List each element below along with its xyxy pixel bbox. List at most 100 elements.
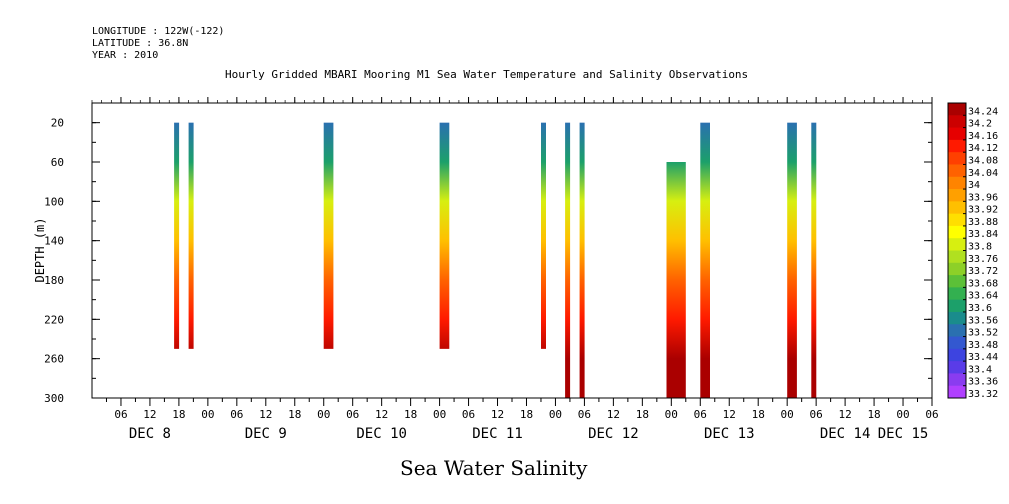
x-hour-tick-label: 06 bbox=[578, 408, 591, 421]
colorbar-swatch bbox=[948, 275, 966, 288]
x-day-label: DEC 9 bbox=[245, 426, 287, 442]
colorbar-label: 33.8 bbox=[968, 242, 992, 253]
colorbar-swatch bbox=[948, 164, 966, 178]
colorbar-swatch bbox=[948, 115, 966, 129]
colorbar-swatch bbox=[948, 176, 966, 190]
x-hour-tick-label: 00 bbox=[201, 408, 214, 421]
x-hour-tick-label: 06 bbox=[694, 408, 707, 421]
x-hour-tick-label: 18 bbox=[752, 408, 765, 421]
x-day-label: DEC 13 bbox=[704, 426, 755, 442]
y-tick-label: 100 bbox=[44, 195, 64, 208]
colorbar-swatch bbox=[948, 103, 966, 116]
colorbar-swatch bbox=[948, 238, 966, 251]
x-day-label: DEC 12 bbox=[588, 426, 639, 442]
colorbar-label: 34 bbox=[968, 180, 980, 191]
x-hour-tick-label: 00 bbox=[317, 408, 330, 421]
data-column-10 bbox=[787, 122, 797, 398]
colorbar-label: 33.84 bbox=[968, 229, 998, 240]
data-column-5 bbox=[541, 122, 546, 349]
colorbar-swatch bbox=[948, 139, 966, 153]
colorbar-label: 34.2 bbox=[968, 119, 992, 130]
colorbar-swatch bbox=[948, 361, 966, 374]
y-tick-label: 260 bbox=[44, 353, 64, 366]
x-day-label: DEC 8 bbox=[129, 426, 171, 442]
x-hour-tick-label: 12 bbox=[375, 408, 388, 421]
x-hour-tick-label: 06 bbox=[346, 408, 359, 421]
x-hour-tick-label: 06 bbox=[114, 408, 127, 421]
x-hour-tick-label: 12 bbox=[143, 408, 156, 421]
y-tick-label: 20 bbox=[51, 117, 64, 130]
colorbar-label: 34.24 bbox=[968, 106, 998, 117]
x-hour-tick-label: 12 bbox=[259, 408, 272, 421]
x-hour-tick-label: 18 bbox=[867, 408, 880, 421]
colorbar-label: 34.16 bbox=[968, 131, 998, 142]
colorbar-label: 34.08 bbox=[968, 156, 998, 167]
colorbar-label: 33.76 bbox=[968, 254, 998, 265]
latitude-label: LATITUDE : 36.8N bbox=[92, 38, 189, 49]
x-hour-tick-label: 18 bbox=[288, 408, 301, 421]
colorbar-label: 33.72 bbox=[968, 266, 998, 277]
x-hour-tick-label: 18 bbox=[172, 408, 185, 421]
y-axis-label: DEPTH (m) bbox=[33, 217, 47, 282]
chart-title: Hourly Gridded MBARI Mooring M1 Sea Wate… bbox=[225, 68, 749, 81]
data-column-7 bbox=[579, 122, 585, 398]
colorbar-label: 33.6 bbox=[968, 303, 992, 314]
x-hour-tick-label: 00 bbox=[781, 408, 794, 421]
colorbar-label: 33.32 bbox=[968, 389, 998, 400]
data-column-9 bbox=[700, 122, 710, 398]
x-hour-tick-label: 12 bbox=[491, 408, 504, 421]
colorbar-swatch bbox=[948, 299, 966, 313]
colorbar-swatch bbox=[948, 385, 966, 399]
plot-frame bbox=[91, 102, 933, 399]
y-tick-label: 60 bbox=[51, 156, 64, 169]
y-tick-label: 180 bbox=[44, 274, 64, 287]
x-hour-tick-label: 00 bbox=[665, 408, 678, 421]
year-label: YEAR : 2010 bbox=[92, 50, 159, 61]
colorbar-label: 33.64 bbox=[968, 291, 998, 302]
x-hour-tick-label: 00 bbox=[896, 408, 909, 421]
colorbar-swatch bbox=[948, 250, 966, 264]
colorbar-label: 33.52 bbox=[968, 328, 998, 339]
x-hour-tick-label: 12 bbox=[607, 408, 620, 421]
x-hour-tick-label: 06 bbox=[230, 408, 243, 421]
x-hour-tick-label: 00 bbox=[549, 408, 562, 421]
colorbar-swatch bbox=[948, 152, 966, 165]
x-hour-tick-label: 06 bbox=[462, 408, 475, 421]
colorbar-label: 33.56 bbox=[968, 315, 998, 326]
longitude-label: LONGITUDE : 122W(-122) bbox=[92, 26, 225, 37]
data-column-8 bbox=[666, 162, 686, 398]
colorbar-swatch bbox=[948, 373, 966, 387]
x-hour-tick-label: 18 bbox=[636, 408, 649, 421]
colorbar-swatch bbox=[948, 311, 966, 325]
colorbar-swatch bbox=[948, 287, 966, 301]
colorbar-swatch bbox=[948, 189, 966, 202]
colorbar-label: 34.04 bbox=[968, 168, 998, 179]
x-hour-tick-label: 12 bbox=[838, 408, 851, 421]
colorbar-swatch bbox=[948, 262, 966, 276]
colorbar-label: 33.68 bbox=[968, 278, 998, 289]
x-hour-tick-label: 18 bbox=[520, 408, 533, 421]
data-column-4 bbox=[439, 122, 450, 349]
x-hour-tick-label: 06 bbox=[925, 408, 938, 421]
colorbar-label: 33.36 bbox=[968, 377, 998, 388]
x-hour-tick-label: 06 bbox=[810, 408, 823, 421]
colorbar-swatch bbox=[948, 225, 966, 239]
x-hour-tick-label: 12 bbox=[723, 408, 736, 421]
x-day-label: DEC 11 bbox=[472, 426, 523, 442]
data-column-6 bbox=[565, 122, 571, 398]
colorbar-swatch bbox=[948, 213, 966, 227]
colorbar-label: 34.12 bbox=[968, 143, 998, 154]
colorbar-swatch bbox=[948, 127, 966, 141]
y-tick-label: 220 bbox=[44, 313, 64, 326]
colorbar-label: 33.92 bbox=[968, 205, 998, 216]
colorbar-label: 33.88 bbox=[968, 217, 998, 228]
y-tick-label: 140 bbox=[44, 235, 64, 248]
x-day-label: DEC 10 bbox=[356, 426, 407, 442]
colorbar-swatch bbox=[948, 201, 966, 215]
x-hour-tick-label: 00 bbox=[433, 408, 446, 421]
colorbar-swatch bbox=[948, 324, 966, 338]
colorbar-swatch bbox=[948, 336, 966, 350]
colorbar-label: 33.48 bbox=[968, 340, 998, 351]
x-day-label: DEC 14 bbox=[820, 426, 871, 442]
